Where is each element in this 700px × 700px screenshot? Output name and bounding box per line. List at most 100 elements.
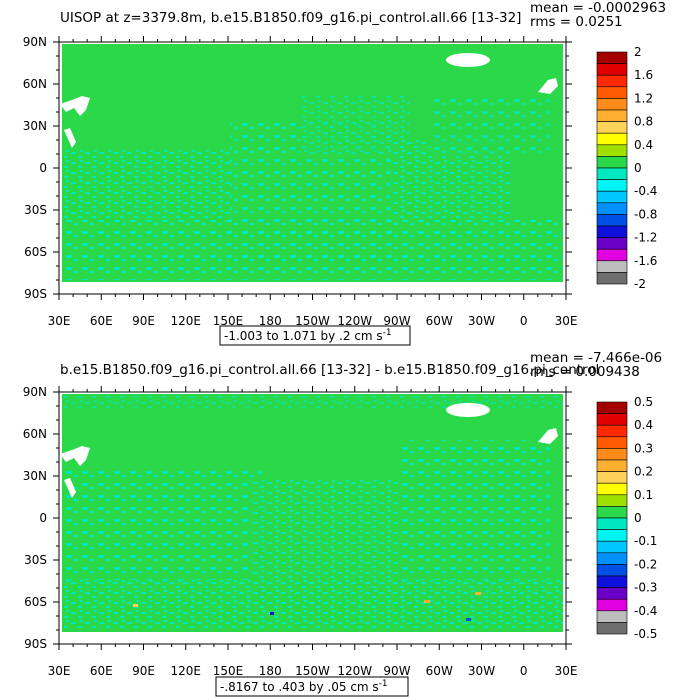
colorbar-swatch [596,63,628,76]
colorbar-swatch [596,74,628,88]
colorbar-label: 1.6 [634,68,653,82]
x-tick-label: 30E [48,314,71,328]
x-tick-label: 30E [555,664,578,678]
colorbar-swatch [596,471,628,484]
y-tick-label: 30N [23,469,47,483]
colorbar-label: 2 [634,45,642,59]
colorbar-swatch [596,540,628,554]
svg-text:-1.003 to 1.071 by .2 cm s-1: -1.003 to 1.071 by .2 cm s-1 [224,328,392,343]
panel-1-rms: rms = 0.0251 [530,14,623,30]
x-tick-label: 60W [426,314,453,328]
colorbar-swatch [596,109,628,122]
panel-1-map [58,41,567,295]
colorbar-swatch [596,156,628,169]
colorbar-swatch [596,272,628,285]
colorbar-label: -0.4 [634,184,657,198]
panel-2-range-label: -.8167 to .403 by .05 cm s [220,680,379,694]
colorbar-swatch [596,132,628,146]
x-tick-label: 90W [383,314,410,328]
x-tick-label: 120E [171,314,202,328]
x-tick-label: 120W [337,664,372,678]
colorbar-swatch [596,179,628,192]
colorbar-label: -1.6 [634,254,657,268]
y-tick-label: 90N [23,35,47,49]
colorbar-label: -2 [634,277,646,291]
colorbar-swatch [596,248,628,262]
panel-1-greenland [446,53,490,67]
panel-2-range-exponent: -1 [379,679,388,689]
x-tick-label: 180 [259,314,282,328]
panel-2-title: b.e15.B1850.f09_g16.pi_control.all.66 [1… [60,362,599,378]
colorbar-label: 0.1 [634,488,653,502]
colorbar-swatch [596,413,628,426]
panel-2-axes: 30E 60E 90E 120E 150E 180 150W 120W 90W 60W 30W 0 30… [23,385,578,678]
panel-1-colorbar: 2 1.6 1.2 0.8 0.4 0 -0.4 -0.8 -1.2 -1.6 -2 [596,45,657,291]
y-tick-label: 90S [24,637,47,651]
panel-2-range-box: -.8167 to .403 by .05 cm s-1 [215,676,409,697]
colorbar-swatch [596,121,628,134]
y-tick-label: 0 [39,511,47,525]
x-tick-label: 180 [259,664,282,678]
y-tick-label: 60S [24,245,47,259]
colorbar-swatch [596,260,628,273]
colorbar-swatch [596,494,628,507]
colorbar-label: 0.3 [634,441,653,455]
y-tick-label: 0 [39,161,47,175]
colorbar-swatch [596,190,628,204]
panel-1-mean: mean = -0.0002963 [530,0,666,16]
colorbar-swatch [596,225,628,238]
colorbar-swatch [596,529,628,542]
panel-2-colorbar: 0.5 0.4 0.3 0.2 0.1 0 -0.1 -0.2 -0.3 -0.4 -0.5 [596,395,657,641]
x-tick-label: 0 [520,314,528,328]
x-tick-label: 90W [383,664,410,678]
x-tick-label: 150E [213,314,244,328]
colorbar-label: -0.2 [634,557,657,571]
y-tick-label: 30S [24,203,47,217]
colorbar-swatch [596,506,628,519]
colorbar-swatch [596,564,628,577]
colorbar-swatch [596,98,628,111]
colorbar-swatch [596,587,628,600]
x-tick-label: 30E [555,314,578,328]
colorbar-label: -0.3 [634,581,657,595]
colorbar-label: 1.2 [634,91,653,105]
x-tick-label: 0 [520,664,528,678]
colorbar-swatch [596,214,628,227]
colorbar-swatch [596,424,628,438]
colorbar-label: 0.4 [634,418,653,432]
panel-2-mean: mean = -7.466e-06 [530,350,662,366]
colorbar-swatch [596,144,628,157]
x-tick-label: 30W [468,664,495,678]
panel-1-title: UISOP at z=3379.8m, b.e15.B1850.f09_g16.… [60,10,521,26]
colorbar-label: 0.4 [634,138,653,152]
colorbar-swatch [596,517,628,530]
x-tick-label: 30W [468,314,495,328]
x-tick-label: 60W [426,664,453,678]
x-tick-label: 150W [295,664,330,678]
colorbar-swatch [596,202,628,215]
x-tick-label: 120E [171,664,202,678]
x-tick-label: 60E [90,664,113,678]
colorbar-label: 0 [634,511,642,525]
panel-1: UISOP at z=3379.8m, b.e15.B1850.f09_g16.… [23,0,666,346]
colorbar-label: -0.5 [634,627,657,641]
panel-2-rms: rms = 0.009438 [530,364,640,380]
panel-1-axes: 30E 60E 90E 120E 150E 180 150W 120W 90W 60W 30W 0 30… [23,35,578,328]
colorbar-label: -0.4 [634,604,657,618]
colorbar-swatch [596,459,628,472]
y-tick-label: 90S [24,287,47,301]
colorbar-swatch [596,86,628,99]
colorbar-swatch [596,575,628,588]
y-tick-label: 30N [23,119,47,133]
colorbar-label: 0.8 [634,115,653,129]
svg-text:-.8167 to .403 by .05 cm s-1: -.8167 to .403 by .05 cm s-1 [220,679,388,694]
y-tick-label: 30S [24,553,47,567]
x-tick-label: 30E [48,664,71,678]
colorbar-swatch [596,598,628,612]
y-tick-label: 60S [24,595,47,609]
panel-1-range-exponent: -1 [383,328,392,338]
y-tick-label: 60N [23,427,47,441]
colorbar-swatch [596,448,628,461]
x-tick-label: 90E [132,314,155,328]
